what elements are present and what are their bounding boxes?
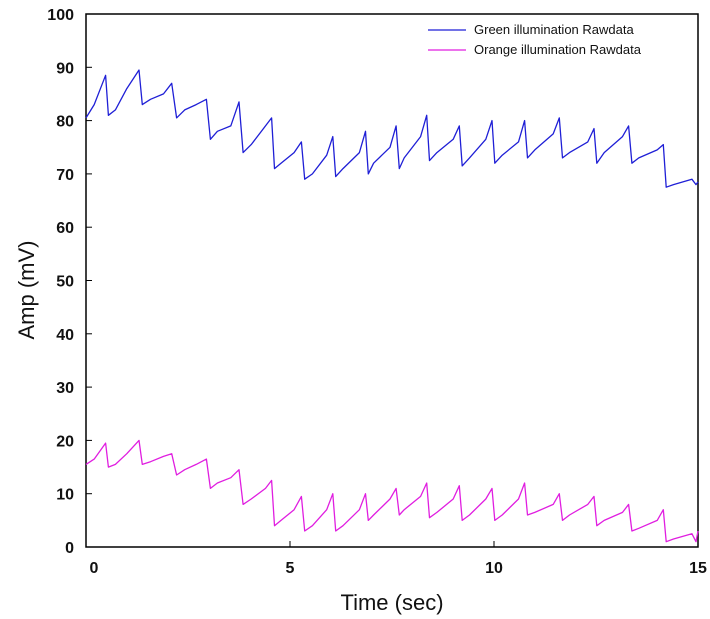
series-line-green-illumination [85, 69, 699, 188]
y-tick-label: 20 [56, 433, 74, 450]
x-axis-ticks: 0 5 10 15 [85, 541, 707, 577]
x-axis-title: Time (sec) [340, 590, 443, 615]
y-tick-label: 40 [56, 327, 74, 344]
plot-frame [85, 13, 699, 548]
series-line-orange-illumination [85, 439, 699, 543]
y-tick-label: 80 [56, 114, 74, 131]
series-layer [85, 69, 699, 543]
x-tick-label: 0 [90, 560, 99, 577]
y-tick-label: 10 [56, 487, 74, 504]
legend: Green illumination Rawdata Orange illumi… [428, 22, 642, 57]
y-axis-title: Amp (mV) [14, 241, 39, 340]
y-tick-label: 100 [47, 7, 74, 24]
y-tick-label: 30 [56, 380, 74, 397]
y-tick-label: 50 [56, 274, 74, 291]
y-tick-label: 60 [56, 220, 74, 237]
legend-label-green: Green illumination Rawdata [474, 22, 634, 37]
x-tick-label: 5 [286, 560, 295, 577]
x-tick-label: 10 [485, 560, 503, 577]
x-tick-label: 15 [689, 560, 707, 577]
y-tick-label: 70 [56, 167, 74, 184]
y-tick-label: 90 [56, 60, 74, 77]
y-tick-label: 0 [65, 540, 74, 557]
legend-label-orange: Orange illumination Rawdata [474, 42, 642, 57]
y-axis-ticks: 0 10 20 30 40 50 60 70 80 90 100 [47, 7, 92, 557]
